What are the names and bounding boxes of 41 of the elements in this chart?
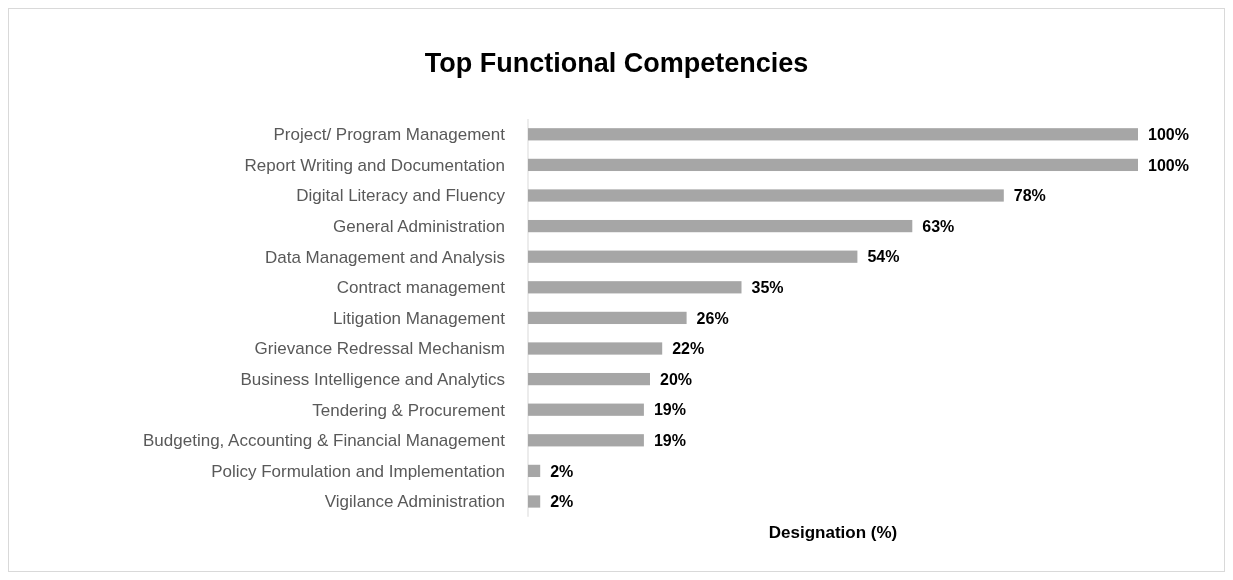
y-tick-label: Digital Literacy and Fluency bbox=[296, 186, 506, 206]
bar bbox=[528, 342, 663, 355]
y-tick-label: Tendering & Procurement bbox=[312, 400, 506, 420]
data-label: 26% bbox=[696, 309, 729, 327]
y-tick-label: General Administration bbox=[333, 217, 505, 237]
data-label: 35% bbox=[751, 278, 784, 296]
y-tick-label: Data Management and Analysis bbox=[264, 247, 505, 267]
bar bbox=[528, 372, 650, 386]
bar bbox=[528, 128, 1138, 141]
bar bbox=[528, 464, 541, 478]
data-label: 63% bbox=[922, 217, 955, 235]
bar bbox=[528, 219, 913, 233]
data-label: 2% bbox=[550, 493, 574, 511]
bar bbox=[528, 189, 1004, 202]
data-label: 100% bbox=[1148, 125, 1189, 143]
bar bbox=[528, 158, 1138, 172]
data-label: 2% bbox=[550, 462, 574, 480]
data-label: 19% bbox=[653, 431, 686, 449]
data-label: 78% bbox=[1013, 187, 1046, 205]
y-tick-label: Vigilance Administration bbox=[324, 492, 505, 512]
y-tick-label: Grievance Redressal Mechanism bbox=[254, 339, 505, 359]
y-tick-label: Policy Formulation and Implementation bbox=[211, 461, 505, 481]
y-tick-label: Litigation Management bbox=[332, 308, 506, 328]
bar bbox=[528, 434, 644, 447]
y-tick-label: Business Intelligence and Analytics bbox=[240, 370, 505, 390]
data-label: 19% bbox=[653, 401, 686, 419]
bar bbox=[528, 281, 742, 294]
data-label: 22% bbox=[672, 340, 705, 358]
x-axis-title: Designation (%) bbox=[768, 523, 898, 542]
y-tick-label: Project/ Program Management bbox=[273, 125, 506, 145]
y-tick-label: Report Writing and Documentation bbox=[244, 155, 505, 175]
data-label: 20% bbox=[660, 370, 693, 388]
data-label: 100% bbox=[1148, 156, 1189, 174]
bar bbox=[528, 311, 687, 325]
bar bbox=[528, 250, 858, 263]
data-label: 54% bbox=[867, 248, 900, 266]
chart-title: Top Functional Competencies bbox=[424, 48, 809, 78]
y-tick-label: Budgeting, Accounting & Financial Management bbox=[143, 431, 506, 451]
bar bbox=[528, 403, 644, 416]
y-tick-label: Contract management bbox=[336, 278, 506, 298]
bar bbox=[528, 495, 541, 508]
